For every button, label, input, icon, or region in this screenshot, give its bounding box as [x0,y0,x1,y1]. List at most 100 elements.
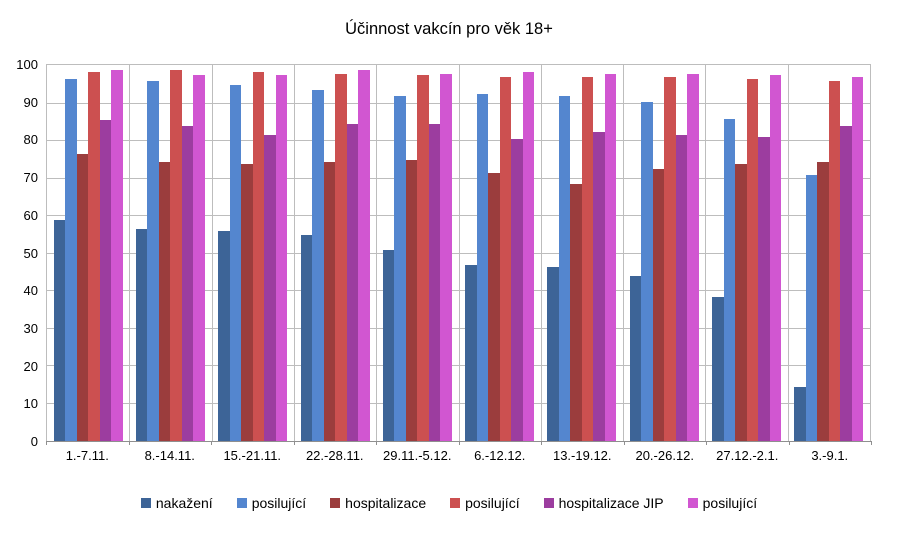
v-gridline-5 [458,65,460,441]
bar-group-20.-26.12. [623,65,705,441]
legend-label: posilující [465,495,520,511]
x-tick-9 [788,441,790,445]
bar-hospitalizace-series3-27.12.-2.1. [735,163,747,441]
x-label-22.-28.11.: 22.-28.11. [305,448,364,463]
bar-posilující-series4-3.-9.1. [828,81,841,441]
x-tick-8 [706,441,707,445]
legend-swatch-icon [543,498,554,508]
y-tick-label-40: 40 [23,283,38,299]
bar-posilující-series6-13.-19.12. [604,73,617,441]
bar-hospitalizace-series3-29.11.-5.12. [405,159,418,441]
bar-nakažení-series1-3.-9.1. [794,386,806,441]
bar-nakažení-series1-15.-21.11. [218,231,230,441]
legend-label: posilující [251,495,307,511]
bar-posilující-series2-29.11.-5.12. [394,96,406,441]
bar-posilující-series2-20.-26.12. [641,101,653,441]
bar-nakažení-series1-6.-12.12. [465,264,477,441]
bar-group-27.12.-2.1. [705,65,787,441]
bar-posilující-series6-6.-12.12. [522,71,535,441]
y-tick-label-20: 20 [23,358,38,374]
x-label-27.12.-2.1.: 27.12.-2.1. [716,448,779,463]
bar-posilující-series4-22.-28.11. [335,73,347,441]
x-label-13.-19.12.: 13.-19.12. [552,448,612,463]
y-tick-label-0: 0 [30,434,38,449]
bar-hospitalizace-series3-3.-9.1. [817,161,829,441]
x-tick-5 [458,441,460,445]
bar-hospitalizace-series3-15.-21.11. [241,163,253,441]
bar-hospitalizace JIP-series5-3.-9.1. [840,126,852,441]
legend-item-series4: posilující [450,495,520,511]
v-gridline-7 [623,65,625,441]
bar-hospitalizace JIP-series5-22.-28.11. [346,124,359,441]
v-gridline-3 [293,65,295,441]
bar-hospitalizace JIP-series5-29.11.-5.12. [428,124,441,441]
v-gridline-8 [705,65,707,441]
legend-label: posilující [702,495,758,511]
bar-nakažení-series1-20.-26.12. [629,276,642,441]
chart-legend: nakažení posilující hospitalizace posilujíc… [0,495,898,511]
x-label-15.-21.11.: 15.-21.11. [223,448,282,463]
y-tick-label-80: 80 [23,132,38,148]
bar-posilující-series6-27.12.-2.1. [769,75,782,441]
x-tick-4 [376,441,377,445]
legend-swatch-icon [140,498,151,508]
y-tick-label-10: 10 [23,396,38,412]
bar-posilující-series6-15.-21.11. [275,75,288,441]
bar-group-8.-14.11. [129,65,211,441]
bar-posilující-series4-20.-26.12. [664,77,676,441]
bar-posilující-series4-1.-7.11. [88,71,100,441]
y-tick-label-50: 50 [23,245,38,261]
chart-title: Účinnost vakcín pro věk 18+ [345,20,553,38]
x-label-6.-12.12.: 6.-12.12. [474,448,526,463]
bar-group-22.-28.11. [294,65,376,441]
bar-hospitalizace JIP-series5-6.-12.12. [511,139,523,441]
y-tick-label-100: 100 [16,57,38,72]
x-tick-10 [871,441,872,445]
legend-swatch-icon [236,498,247,508]
bar-hospitalizace-series3-8.-14.11. [158,161,171,441]
bar-hospitalizace JIP-series5-20.-26.12. [675,135,688,441]
bar-posilující-series2-15.-21.11. [229,84,242,441]
bar-group-15.-21.11. [212,65,294,441]
x-label-3.-9.1.: 3.-9.1. [811,448,849,463]
bar-posilující-series2-27.12.-2.1. [723,118,736,441]
bar-posilující-series4-13.-19.12. [581,77,594,441]
plot-area [46,64,871,441]
x-label-1.-7.11.: 1.-7.11. [65,448,109,463]
bar-hospitalizace JIP-series5-27.12.-2.1. [758,137,770,441]
bar-nakažení-series1-27.12.-2.1. [712,296,724,441]
v-gridline-4 [376,65,378,441]
y-tick-label-30: 30 [23,320,38,336]
bar-hospitalizace JIP-series5-8.-14.11. [181,126,194,441]
x-tick-6 [541,441,542,445]
bar-posilující-series2-6.-12.12. [476,94,489,441]
bar-posilující-series6-29.11.-5.12. [440,73,452,441]
x-tick-3 [293,441,295,445]
bar-posilující-series6-1.-7.11. [111,69,123,441]
x-tick-0 [46,441,47,445]
bar-hospitalizace JIP-series5-1.-7.11. [99,120,112,441]
bar-group-1.-7.11. [47,65,129,441]
bar-groups [47,65,870,441]
bar-hospitalizace-series3-20.-26.12. [652,169,665,441]
bar-posilující-series6-3.-9.1. [851,77,864,441]
bar-posilující-series2-8.-14.11. [147,81,159,441]
y-tick-label-90: 90 [23,94,38,110]
bar-posilující-series4-15.-21.11. [252,71,265,441]
bar-hospitalizace-series3-22.-28.11. [323,161,336,441]
x-label-29.11.-5.12.: 29.11.-5.12. [383,448,452,463]
legend-label: nakažení [155,495,213,511]
bar-posilující-series2-22.-28.11. [312,90,324,441]
bar-posilující-series4-29.11.-5.12. [417,75,429,441]
bar-nakažení-series1-29.11.-5.12. [382,249,395,441]
bar-nakažení-series1-1.-7.11. [53,219,66,441]
legend-swatch-icon [687,498,698,508]
bar-hospitalizace-series3-1.-7.11. [76,154,89,441]
legend-item-series1: nakažení [140,495,213,511]
x-tick-1 [128,441,130,445]
v-gridline-2 [211,65,213,441]
bar-posilující-series4-8.-14.11. [170,69,182,441]
bar-group-3.-9.1. [788,65,870,441]
legend-swatch-icon [330,498,341,508]
